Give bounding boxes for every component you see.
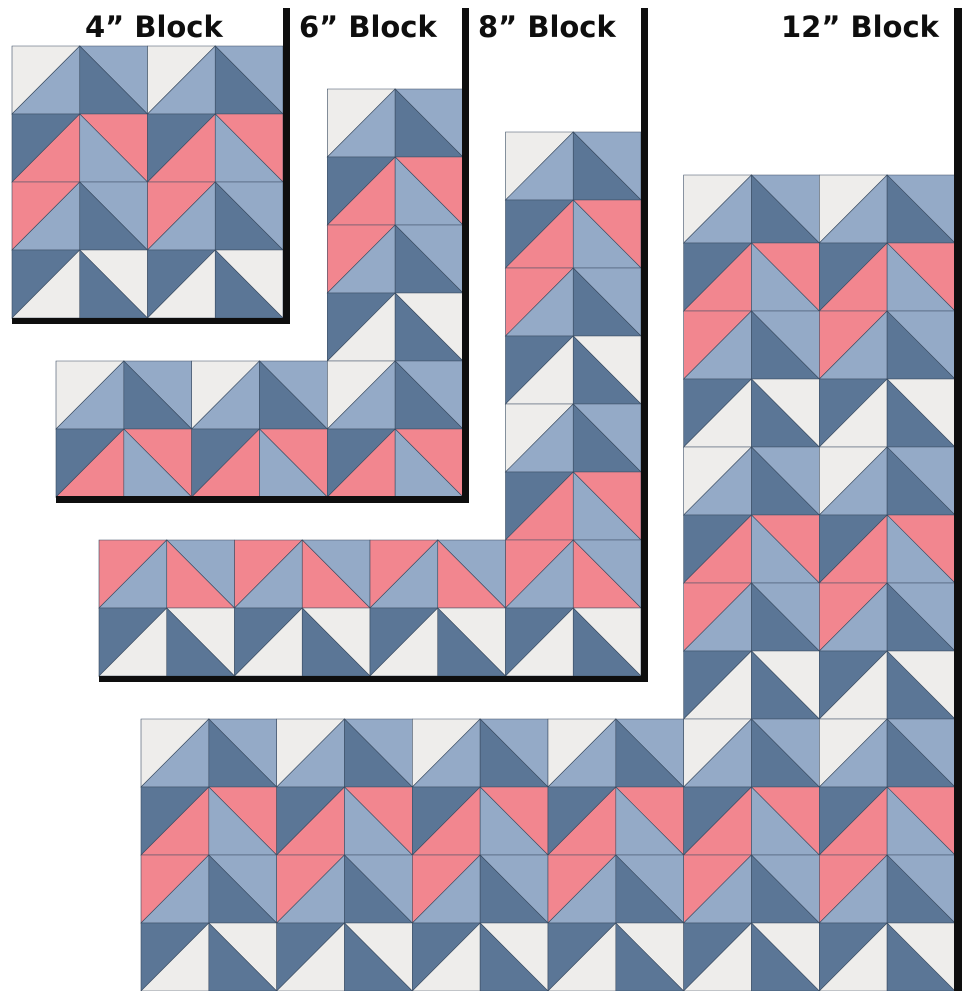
block-4-title: 4” Block <box>85 10 223 44</box>
block-4-bottom-bar <box>12 318 290 324</box>
hst-lower-triangle <box>344 922 413 991</box>
block-12-right-bar <box>954 8 962 991</box>
block-12-tiles <box>140 174 956 991</box>
hst-lower-triangle <box>886 922 956 991</box>
block-8-title: 8” Block <box>478 10 616 44</box>
hst-lower-triangle <box>479 922 549 991</box>
hst-lower-triangle <box>751 922 820 991</box>
block-4-tiles <box>11 45 284 319</box>
block-6-tiles <box>55 88 464 498</box>
block-8-right-bar <box>641 8 648 682</box>
block-4-right-bar <box>283 8 290 324</box>
block-6-bottom-bar <box>56 496 469 503</box>
block-outlines <box>12 8 962 991</box>
block-12-title: 12” Block <box>781 10 940 44</box>
hst-lower-triangle <box>615 922 685 991</box>
block-6-title: 6” Block <box>299 10 437 44</box>
block-6-right-bar <box>462 8 469 503</box>
block-8-bottom-bar <box>99 676 648 682</box>
hst-lower-triangle <box>208 922 278 991</box>
